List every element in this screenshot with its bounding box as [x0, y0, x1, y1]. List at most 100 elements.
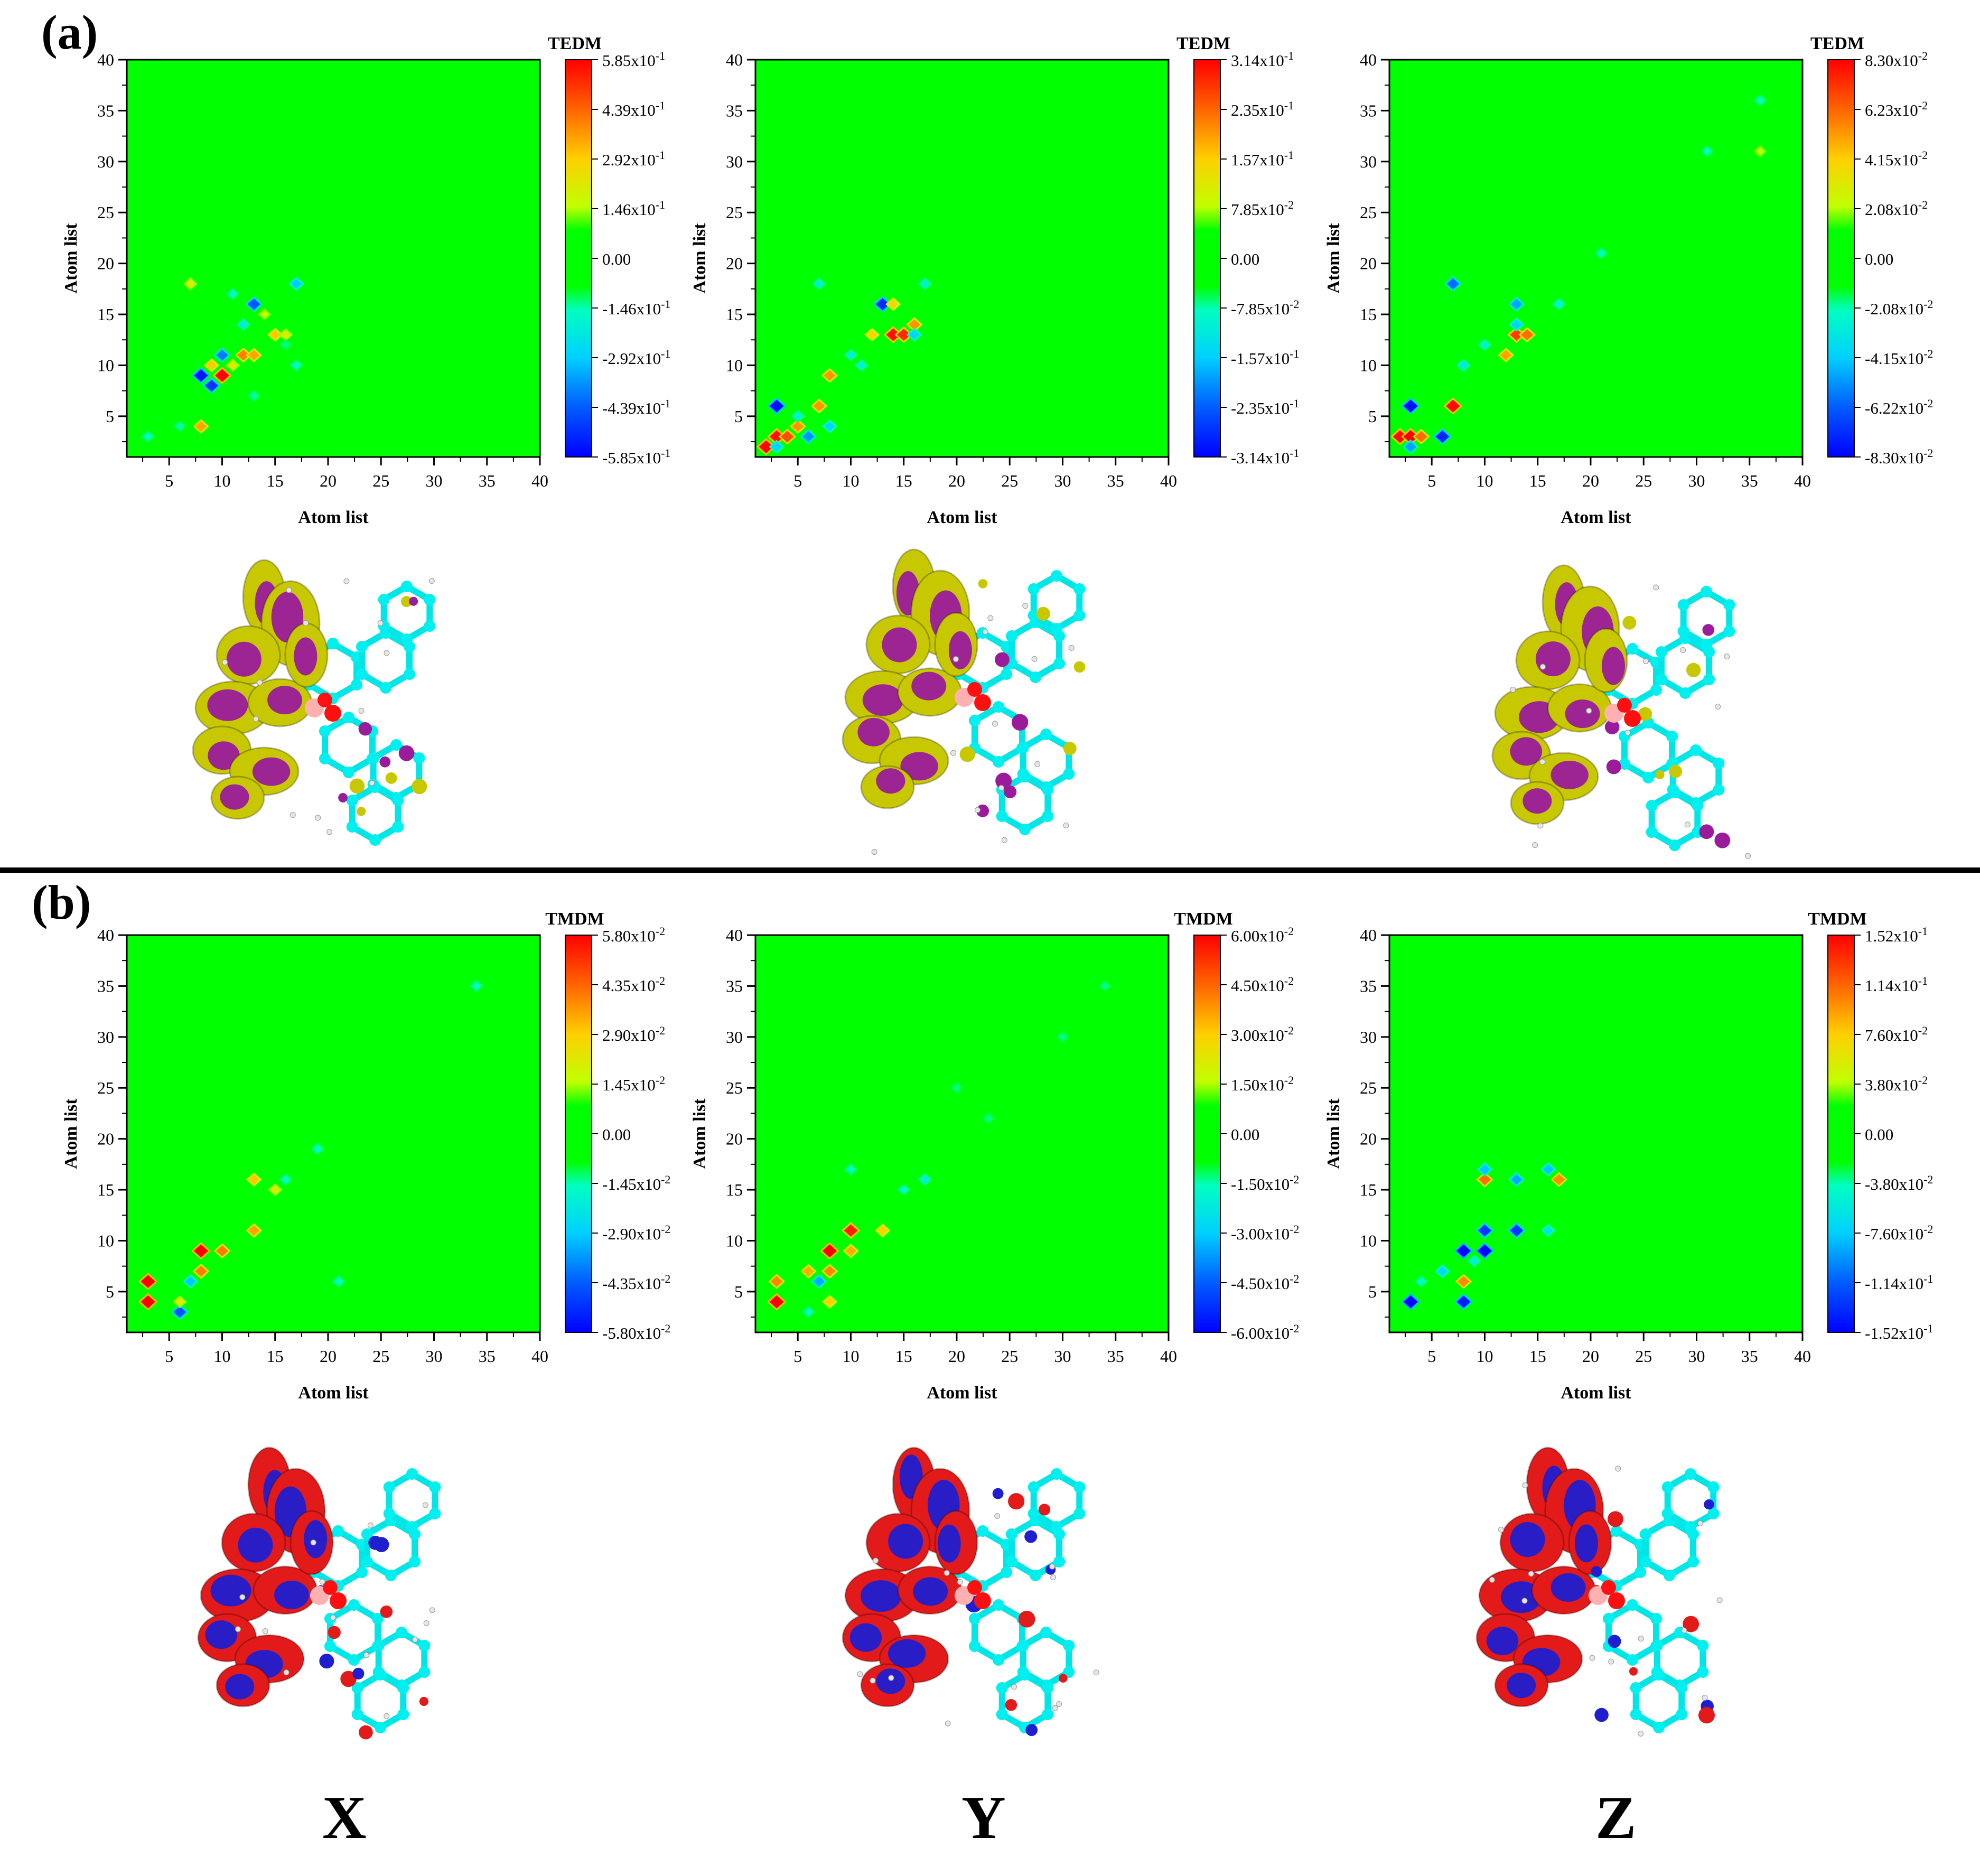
hydrogen-atom: [1022, 603, 1029, 609]
data-point: [1456, 358, 1471, 372]
hydrogen-atom: [289, 812, 296, 818]
x-axis-label: Atom list: [927, 508, 997, 527]
atom: [1635, 1566, 1647, 1578]
data-point: [171, 1304, 189, 1320]
data-point: [918, 277, 932, 291]
atom: [1019, 1669, 1031, 1681]
data-point: [1475, 1222, 1494, 1239]
data-point: [1540, 1224, 1556, 1238]
data-point: [1433, 428, 1452, 445]
isosurface-lobe: [913, 1577, 948, 1606]
colorbar-label: -1.45x10-2: [602, 1173, 670, 1193]
hydrogen-atom: [315, 815, 321, 821]
isosurface-lobe: [225, 1674, 255, 1700]
data-point: [894, 326, 913, 343]
atom: [348, 1599, 360, 1611]
data-point: [810, 398, 828, 414]
data-point: [202, 377, 221, 394]
plot-frame: [126, 59, 541, 458]
hydrogen-atom: [873, 1557, 879, 1564]
plot-frame: [1388, 934, 1804, 1333]
isosurface-blob: [1629, 1667, 1638, 1676]
atom: [1655, 674, 1667, 685]
x-tick-label: 25: [1001, 471, 1018, 490]
hydrogen-atom: [944, 1570, 950, 1576]
atom: [1642, 772, 1654, 783]
data-point: [1443, 397, 1463, 415]
hydrogen-atom: [319, 1579, 325, 1585]
atom: [1063, 1640, 1075, 1651]
oxygen-atom: [330, 1592, 347, 1609]
isosurface-lobe: [1510, 1522, 1545, 1557]
hydrogen-atom: [429, 1607, 435, 1613]
atom: [1669, 787, 1680, 798]
data-point: [874, 1223, 891, 1238]
isosurface-blob: [1012, 714, 1029, 731]
plot-frame: [754, 934, 1170, 1333]
isosurface-blob: [1038, 1504, 1051, 1516]
data-point: [821, 1294, 838, 1309]
data-point: [873, 295, 892, 313]
x-axis-label: Atom list: [1561, 1383, 1631, 1403]
isosurface-blob: [373, 1537, 389, 1552]
panel-divider: [0, 867, 1980, 873]
atom: [1650, 684, 1663, 696]
isosurface-blob: [1004, 785, 1017, 799]
isosurface-lobe: [210, 1574, 251, 1607]
data-point: [267, 328, 283, 342]
isosurface-blob: [1073, 661, 1086, 673]
isosurface-lobe: [849, 1623, 882, 1652]
data-point: [1412, 428, 1430, 445]
y-tick-label: 25: [726, 1078, 743, 1097]
y-tick-label: 5: [1368, 407, 1377, 426]
colorbar-label: 7.60x10-2: [1865, 1024, 1928, 1044]
y-tick-label: 35: [1360, 101, 1377, 120]
colorbar: [1827, 935, 1855, 1333]
data-point: [767, 1293, 787, 1311]
x-tick-label: 35: [479, 1347, 496, 1366]
data-point: [1475, 1242, 1495, 1260]
x-tick-label: 30: [1688, 1347, 1705, 1366]
atom: [351, 1682, 363, 1694]
data-point: [247, 389, 261, 402]
hydrogen-atom: [1653, 584, 1659, 591]
colorbar-label: 1.50x10-2: [1231, 1074, 1294, 1094]
x-tick-label: 30: [1688, 471, 1705, 490]
hydrogen-atom: [369, 780, 375, 786]
isosurface-blob: [398, 745, 415, 761]
data-point: [1476, 1171, 1493, 1188]
isosurface-blob: [995, 652, 1010, 667]
colorbar-label: 4.35x10-2: [602, 974, 665, 995]
atom: [993, 701, 1004, 713]
hydrogen-atom: [1589, 1655, 1595, 1661]
atom: [380, 682, 391, 694]
plot-frame: [1388, 59, 1804, 458]
x-tick-label: 10: [213, 471, 230, 490]
colorbar-label: 4.39x10-1: [602, 99, 665, 119]
isosurface-blob: [319, 1654, 334, 1669]
data-point: [844, 1163, 858, 1176]
atom: [993, 1599, 1004, 1611]
y-tick-label: 10: [1360, 356, 1377, 375]
y-tick-label: 5: [106, 1282, 114, 1301]
plot-area: [1389, 935, 1802, 1332]
colorbar-label: -4.39x10-1: [602, 397, 670, 417]
atom: [319, 753, 331, 764]
isosurface-lobe: [882, 627, 917, 662]
x-tick-label: 15: [1529, 471, 1546, 490]
hydrogen-atom: [1684, 822, 1691, 828]
isosurface-blob: [357, 807, 366, 816]
hydrogen-atom: [870, 1677, 876, 1684]
y-tick-label: 15: [1360, 1180, 1377, 1199]
atom: [1602, 1613, 1614, 1625]
data-point: [841, 1222, 861, 1239]
y-tick-label: 40: [726, 50, 743, 69]
heatmap-b-x: 5 10 15 20 25 30 35 40 5 10 15 20 25 30 35 40 Atom list A…: [61, 909, 670, 1403]
hydrogen-atom: [1532, 842, 1538, 848]
isosurface-lobe: [1523, 788, 1552, 814]
y-tick-label: 20: [1360, 254, 1377, 273]
isosurface-blob: [352, 1667, 365, 1679]
isosurface-blob: [1591, 1566, 1602, 1578]
x-tick-label: 10: [1476, 1347, 1493, 1366]
